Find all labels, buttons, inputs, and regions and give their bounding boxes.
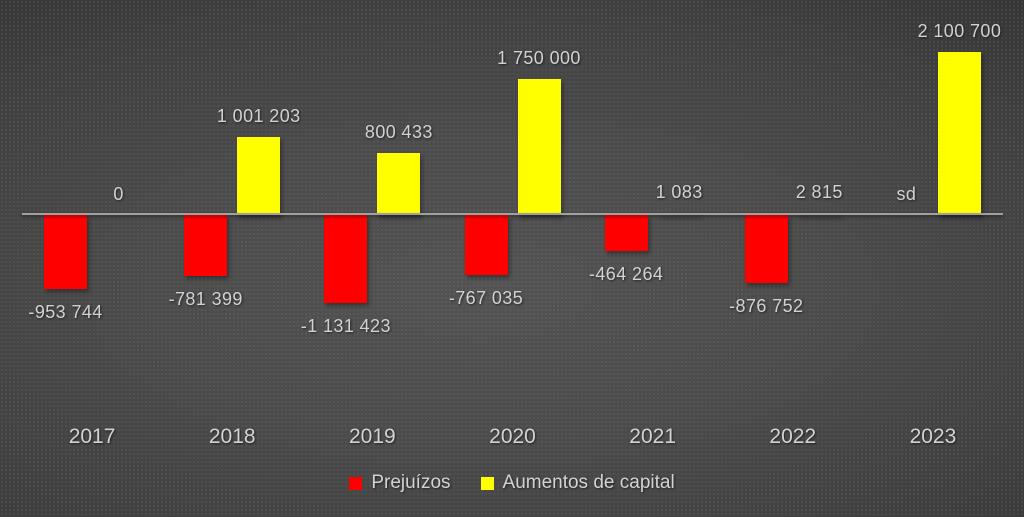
data-label-aumentos-2020: 1 750 000: [497, 48, 581, 69]
x-tick-2021: 2021: [629, 425, 676, 448]
bar-prejuizos-2017[interactable]: [44, 215, 88, 289]
bar-prejuizos-2018[interactable]: [184, 215, 228, 276]
data-label-prejuizos-2017: -953 744: [28, 302, 103, 322]
x-tick-2017: 2017: [68, 425, 116, 448]
bar-aumentos-2019[interactable]: [377, 152, 421, 215]
data-label-aumentos-2019: 800 433: [364, 121, 433, 142]
x-tick-2023: 2023: [909, 425, 957, 448]
data-label-aumentos-2022: 2 815: [795, 181, 843, 202]
bar-aumentos-2023[interactable]: [937, 52, 981, 215]
legend-item-prejuizos[interactable]: Prejuízos: [349, 471, 451, 495]
data-label-prejuizos-2019: -1 131 423: [300, 315, 391, 336]
x-tick-2022: 2022: [769, 425, 817, 448]
data-label-prejuizos-2020: -767 035: [448, 287, 524, 308]
bar-aumentos-2020[interactable]: [517, 79, 561, 215]
x-axis-line: [22, 213, 1003, 215]
legend-item-aumentos[interactable]: Aumentos de capital: [480, 471, 675, 495]
bar-prejuizos-2021[interactable]: [604, 215, 648, 252]
legend-label-prejuizos: Prejuízos: [371, 472, 451, 493]
data-label-prejuizos-2021: -464 264: [589, 264, 664, 285]
x-tick-2020: 2020: [489, 425, 536, 448]
bar-prejuizos-2019[interactable]: [324, 215, 368, 303]
data-label-aumentos-2023: 2 100 700: [917, 21, 1002, 41]
legend-swatch-aumentos-icon: [480, 476, 494, 490]
data-label-aumentos-2017: 0: [113, 184, 124, 204]
legend-label-aumentos: Aumentos de capital: [502, 472, 675, 493]
data-label-prejuizos-2022: -876 752: [729, 296, 804, 317]
x-tick-2019: 2019: [348, 425, 396, 448]
legend-swatch-prejuizos-icon: [349, 476, 363, 490]
legend: Prejuízos Aumentos de capital: [0, 471, 1024, 495]
x-tick-2018: 2018: [208, 425, 256, 448]
bar-aumentos-2018[interactable]: [237, 137, 281, 215]
bar-prejuizos-2022[interactable]: [744, 215, 788, 284]
data-label-prejuizos-2023: sd: [896, 184, 917, 204]
data-label-prejuizos-2018: -781 399: [168, 288, 243, 309]
data-label-aumentos-2021: 1 083: [655, 181, 703, 202]
data-label-aumentos-2018: 1 001 203: [216, 106, 301, 127]
bar-prejuizos-2020[interactable]: [464, 215, 508, 275]
